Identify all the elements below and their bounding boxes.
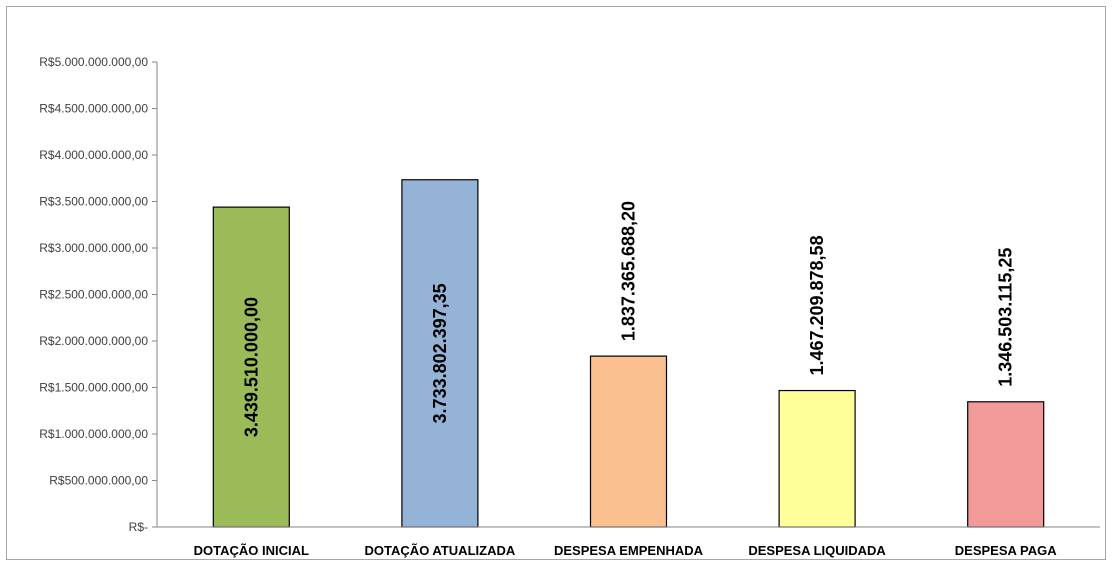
bar [212, 206, 290, 528]
bar [778, 389, 856, 528]
y-tick-label: R$1.000.000.000,00 [39, 427, 148, 441]
x-tick-label: DOTAÇÃO ATUALIZADA [365, 543, 516, 558]
bar [967, 401, 1045, 528]
data-label: 1.467.209.878,58 [807, 235, 827, 375]
data-label: 3.439.510.000,00 [241, 297, 261, 437]
x-tick-label: DESPESA PAGA [955, 543, 1057, 558]
y-tick-label: R$2.500.000.000,00 [39, 288, 148, 302]
y-tick-label: R$4.000.000.000,00 [39, 148, 148, 162]
y-tick-label: R$3.000.000.000,00 [39, 241, 148, 255]
y-tick-label: R$500.000.000,00 [49, 474, 148, 488]
y-tick-label: R$- [129, 520, 148, 534]
y-tick-label: R$1.500.000.000,00 [39, 381, 148, 395]
bar [401, 179, 479, 528]
y-tick-label: R$4.500.000.000,00 [39, 102, 148, 116]
y-tick-label: R$5.000.000.000,00 [39, 55, 148, 69]
y-axis: R$- R$500.000.000,00 R$1.000.000.000,00 R$1… [39, 55, 158, 534]
data-label: 1.346.503.115,25 [996, 248, 1016, 387]
bars: 3.439.510.000,00 3.733.802.397,35 1.837.36… [212, 179, 1045, 528]
x-tick-label: DOTAÇÃO INICIAL [194, 543, 309, 558]
x-axis: DOTAÇÃO INICIAL DOTAÇÃO ATUALIZADA DESPESA… [157, 526, 1100, 558]
bar [589, 355, 668, 528]
x-tick-label: DESPESA EMPENHADA [554, 543, 704, 558]
y-tick-label: R$2.000.000.000,00 [39, 334, 148, 348]
chart-frame [6, 6, 1106, 560]
data-label: 1.837.365.688,20 [619, 201, 639, 341]
x-tick-label: DESPESA LIQUIDADA [748, 543, 886, 558]
y-tick-label: R$3.500.000.000,00 [39, 195, 148, 209]
data-label: 3.733.802.397,35 [430, 283, 450, 423]
